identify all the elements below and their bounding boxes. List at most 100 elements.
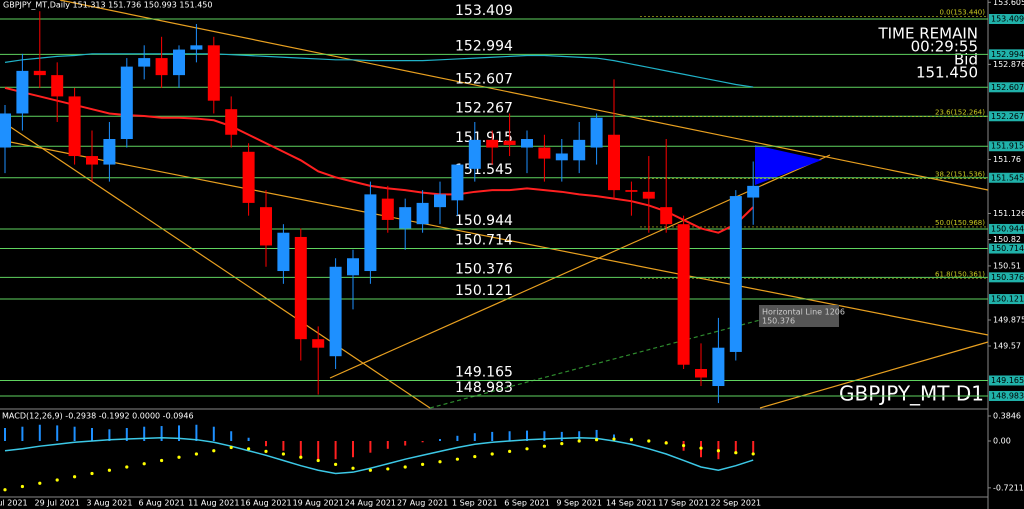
level-box-label: 148.983: [991, 391, 1024, 400]
x-tick-label: 16 Aug 2021: [240, 499, 291, 508]
x-tick-label: 11 Aug 2021: [188, 499, 239, 508]
y-tick-label: 151.76: [993, 155, 1021, 164]
level-box: [989, 390, 1024, 401]
candle-body: [434, 194, 446, 208]
x-tick-label: 6 Sep 2021: [504, 499, 550, 508]
signal-dot: [664, 441, 668, 445]
trendline: [0, 119, 431, 409]
signal-dot: [90, 471, 94, 476]
moving-average: [4, 53, 754, 88]
trendline: [0, 139, 989, 336]
x-tick-label: 22 Sep 2021: [710, 499, 761, 508]
candle-body: [608, 134, 620, 191]
signal-dot: [629, 438, 634, 442]
level-label: 150.121: [455, 283, 513, 299]
tooltip-value: 150.376: [762, 317, 795, 326]
trendline: [429, 319, 761, 409]
signal-dot: [73, 475, 77, 479]
candle-body: [451, 164, 464, 201]
candle-body: [207, 45, 220, 101]
candle-body: [660, 207, 673, 225]
signal-dot: [316, 458, 320, 463]
candle-body: [468, 139, 481, 169]
signal-dot: [542, 444, 547, 448]
level-box-label: 150.944: [991, 224, 1024, 233]
y-tick-label: 149.57: [993, 341, 1021, 350]
x-tick-label: 24 Aug 2021: [345, 499, 396, 508]
y-tick-label: 151.126: [993, 209, 1024, 218]
signal-dot: [20, 484, 24, 489]
x-tick-label: 17 Sep 2021: [658, 499, 709, 508]
symbol-label: GBPJPY_MT D1: [839, 382, 984, 406]
signal-dot: [229, 445, 233, 450]
level-box: [989, 13, 1024, 24]
level-label: 150.376: [455, 261, 513, 277]
level-box-label: 149.165: [991, 376, 1024, 385]
signal-dot: [647, 439, 651, 443]
signal-dot: [351, 466, 355, 470]
trendline: [59, 0, 989, 191]
candle-body: [486, 139, 499, 148]
x-tick-label: 26 Jul 2021: [0, 499, 28, 508]
signal-dot: [421, 462, 425, 466]
y2-tick-label: 0.3846: [993, 412, 1021, 421]
level-label: 151.545: [455, 162, 513, 178]
candle-body: [573, 139, 586, 161]
candle-body: [312, 339, 325, 348]
y-tick-label: 150.82: [993, 235, 1021, 244]
candle-body: [381, 198, 394, 220]
x-tick-label: 6 Aug 2021: [139, 499, 185, 508]
symbol-info: GBPJPY_MT,Daily 151.313 151.736 150.993 …: [3, 1, 212, 10]
candle-body: [416, 202, 429, 225]
level-label: 150.714: [455, 233, 513, 249]
candle-body: [521, 139, 533, 148]
level-box: [989, 223, 1024, 234]
level-box: [989, 294, 1024, 305]
fib-label: 50.0(150.968): [935, 219, 985, 227]
tooltip-title: Horizontal Line 1206: [762, 308, 845, 317]
signal-dot: [3, 488, 7, 492]
y-tick-label: 153.605: [993, 0, 1024, 7]
candle-body: [242, 151, 255, 203]
candle-body: [642, 191, 655, 199]
level-box-label: 150.376: [991, 273, 1024, 282]
candle-body: [729, 196, 742, 352]
candle-body: [695, 368, 707, 378]
level-box-label: 150.121: [991, 295, 1024, 304]
level-label: 152.267: [455, 100, 513, 116]
signal-dot: [525, 447, 529, 451]
candle-body: [190, 45, 203, 50]
y-tick-label: 152.876: [993, 60, 1024, 69]
level-box: [989, 172, 1024, 183]
signal-dot: [612, 437, 616, 441]
level-box-label: 152.267: [991, 112, 1024, 121]
level-box-label: 151.915: [991, 142, 1024, 151]
candle-body: [86, 156, 98, 165]
signal-dot: [455, 457, 459, 461]
signal-dot: [38, 481, 42, 485]
candle-body: [277, 232, 290, 272]
fib-label: 38.2(151.536): [935, 171, 985, 179]
signal-dot: [699, 446, 703, 450]
candle-body: [747, 185, 760, 198]
timer-title: TIME REMAIN: [877, 25, 978, 43]
x-tick-label: 3 Aug 2021: [86, 499, 132, 508]
x-tick-label: 1 Sep 2021: [452, 499, 498, 508]
candle-body: [155, 58, 168, 76]
candle-body: [625, 190, 638, 192]
level-box: [989, 272, 1024, 283]
candle-body: [51, 75, 64, 97]
signal-dot: [577, 439, 581, 443]
signal-dot: [299, 455, 303, 459]
timer: 00:29:55: [911, 38, 978, 56]
y2-tick-label: 0.00: [993, 436, 1011, 445]
signal-dot: [107, 468, 111, 472]
level-box: [989, 111, 1024, 122]
x-tick-label: 27 Aug 2021: [397, 499, 448, 508]
level-box: [989, 243, 1024, 254]
level-box: [989, 49, 1024, 60]
level-box: [989, 141, 1024, 152]
signal-dot: [734, 451, 738, 455]
